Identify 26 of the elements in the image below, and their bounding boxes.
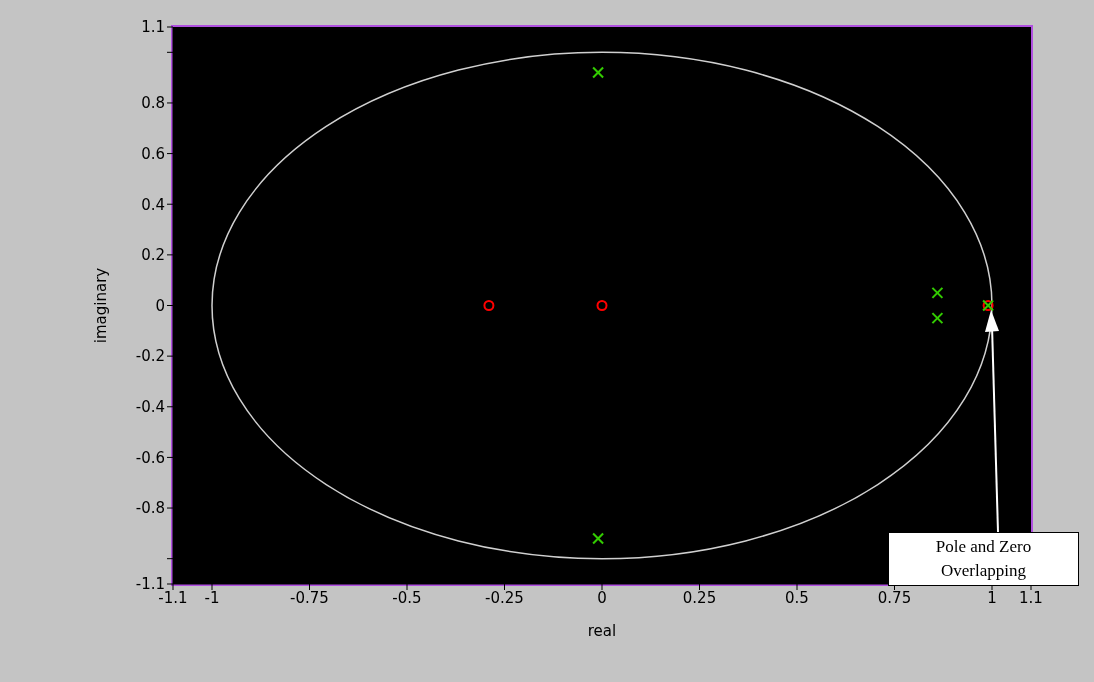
note-box: Pole and Zero Overlapping <box>888 532 1079 586</box>
x-tick-label: -0.75 <box>290 588 329 607</box>
x-axis-title: real <box>587 622 617 640</box>
x-tick-label: -0.25 <box>485 588 524 607</box>
x-tick-label: 0.25 <box>682 588 717 607</box>
x-tick-label: 1 <box>987 588 997 607</box>
y-tick-label: 0.4 <box>141 195 165 214</box>
y-tick-label: 0.8 <box>141 94 165 113</box>
y-tick-label: -0.2 <box>135 347 165 366</box>
y-tick-label: -0.8 <box>135 499 165 518</box>
x-tick-label: 1.1 <box>1019 588 1043 607</box>
x-tick-label: 0 <box>597 588 607 607</box>
y-axis-title: imaginary <box>92 267 111 344</box>
x-tick-label: -0.5 <box>392 588 422 607</box>
point <box>483 300 495 311</box>
x-tick-label: 0.5 <box>785 588 809 607</box>
y-tick-label: -0.6 <box>135 448 165 467</box>
annotation: Pole and Zero Overlapping <box>934 536 1033 582</box>
point <box>596 300 608 311</box>
y-tick-label: 0 <box>155 296 165 315</box>
x-tick-label: -1 <box>204 588 220 607</box>
y-tick-label: 0.2 <box>141 246 165 265</box>
y-tick-label: 0.6 <box>141 144 165 163</box>
y-tick-label: -0.4 <box>135 398 165 417</box>
y-tick-label: 1.1 <box>141 18 165 37</box>
x-tick-label: 0.75 <box>877 588 912 607</box>
